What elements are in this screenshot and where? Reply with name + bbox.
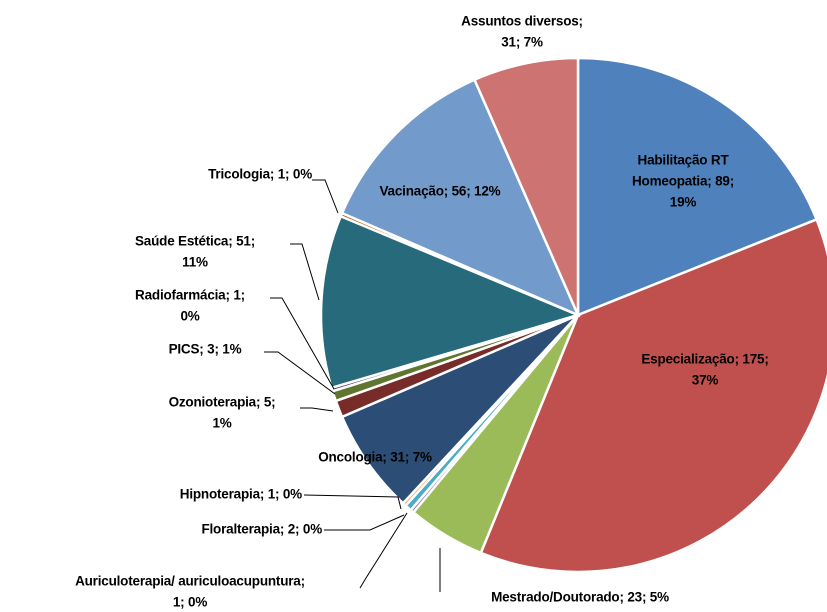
data-label: Auriculoterapia/ auriculoacupuntura; bbox=[75, 574, 305, 589]
data-label: Oncologia; 31; 7% bbox=[318, 450, 432, 465]
data-label: 1; 0% bbox=[173, 595, 207, 610]
pie-slice bbox=[319, 214, 582, 390]
data-label: PICS; 3; 1% bbox=[169, 342, 242, 357]
pie-slice bbox=[479, 217, 827, 574]
data-label: 37% bbox=[692, 373, 719, 388]
leader-line bbox=[303, 494, 402, 510]
pie bbox=[319, 56, 827, 574]
data-label: 1% bbox=[212, 416, 231, 431]
leader-line bbox=[359, 512, 408, 589]
data-label: 11% bbox=[182, 255, 208, 270]
data-label: 0% bbox=[180, 309, 199, 324]
leader-line bbox=[312, 179, 339, 214]
data-label: Tricologia; 1; 0% bbox=[208, 167, 312, 182]
data-label: Floralterapia; 2; 0% bbox=[201, 522, 322, 537]
data-label: Homeopatia; 89; bbox=[632, 174, 734, 189]
data-label: Especialização; 175; bbox=[641, 352, 768, 367]
pie-slice bbox=[472, 56, 580, 316]
data-label: 31; 7% bbox=[501, 35, 543, 50]
data-label: Hipnoterapia; 1; 0% bbox=[180, 487, 302, 502]
pie-slice bbox=[340, 78, 581, 318]
data-label: Assuntos diversos; bbox=[461, 14, 583, 29]
leader-line bbox=[324, 514, 405, 531]
leader-line bbox=[270, 297, 335, 390]
data-label: 19% bbox=[670, 195, 697, 210]
leader-line bbox=[300, 407, 334, 412]
data-label: Ozonioterapia; 5; bbox=[169, 395, 276, 410]
leader-line bbox=[264, 351, 336, 395]
data-labels: Habilitação RT Homeopatia; 89; 19% Especial… bbox=[75, 14, 769, 610]
leader-line bbox=[290, 243, 320, 301]
data-label: Saúde Estética; 51; bbox=[135, 234, 255, 249]
data-label: Radiofarmácia; 1; bbox=[135, 288, 245, 303]
data-label: Vacinação; 56; 12% bbox=[380, 184, 501, 199]
data-label: Mestrado/Doutorado; 23; 5% bbox=[491, 590, 669, 605]
data-label: Habilitação RT bbox=[638, 153, 730, 168]
leader-lines bbox=[264, 179, 441, 592]
pie-slice bbox=[576, 56, 819, 317]
